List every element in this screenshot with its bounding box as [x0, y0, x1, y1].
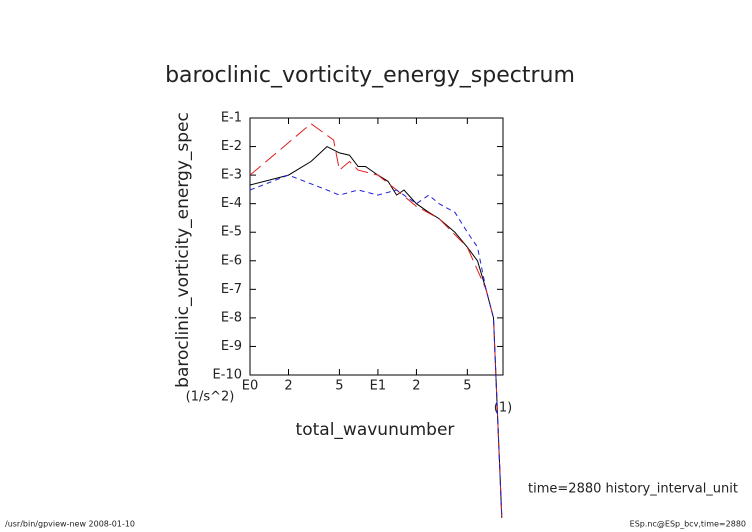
x-tick-label: 2	[284, 379, 292, 394]
y-tick-label: E-7	[221, 282, 242, 297]
annotation: time=2880 history_interval_unit	[528, 482, 738, 497]
x-tick-label: E0	[242, 379, 259, 394]
y-tick-label: E-8	[221, 310, 242, 325]
y-axis-units: (1/s^2)	[186, 390, 235, 405]
x-tick-label: 5	[335, 379, 343, 394]
x-tick-label: 5	[463, 379, 471, 394]
y-tick-label: E-3	[221, 168, 242, 183]
chart-title: baroclinic_vorticity_energy_spectrum	[165, 63, 575, 88]
y-tick-label: E-1	[221, 111, 242, 126]
y-tick-label: E-6	[221, 253, 242, 268]
footer-right: ESp.nc@ESp_bcv,time=2880	[630, 520, 746, 529]
y-tick-label: E-5	[221, 225, 242, 240]
y-tick-label: E-2	[221, 139, 242, 154]
x-tick-label: 2	[412, 379, 420, 394]
plot-frame	[249, 117, 504, 376]
y-axis-label: baroclinic_vorticity_energy_spec	[173, 112, 193, 388]
x-axis-units: (1)	[494, 401, 512, 416]
y-tick-label: E-9	[221, 339, 242, 354]
series-line	[249, 123, 503, 518]
footer-left: /usr/bin/gpview-new 2008-01-10	[5, 520, 135, 529]
x-axis-label: total_wavunumber	[296, 420, 455, 440]
x-tick-label: E1	[370, 379, 387, 394]
y-tick-label: E-4	[221, 196, 242, 211]
y-tick-label: E-10	[213, 368, 242, 383]
series-line	[249, 145, 503, 518]
series-line	[249, 174, 503, 518]
